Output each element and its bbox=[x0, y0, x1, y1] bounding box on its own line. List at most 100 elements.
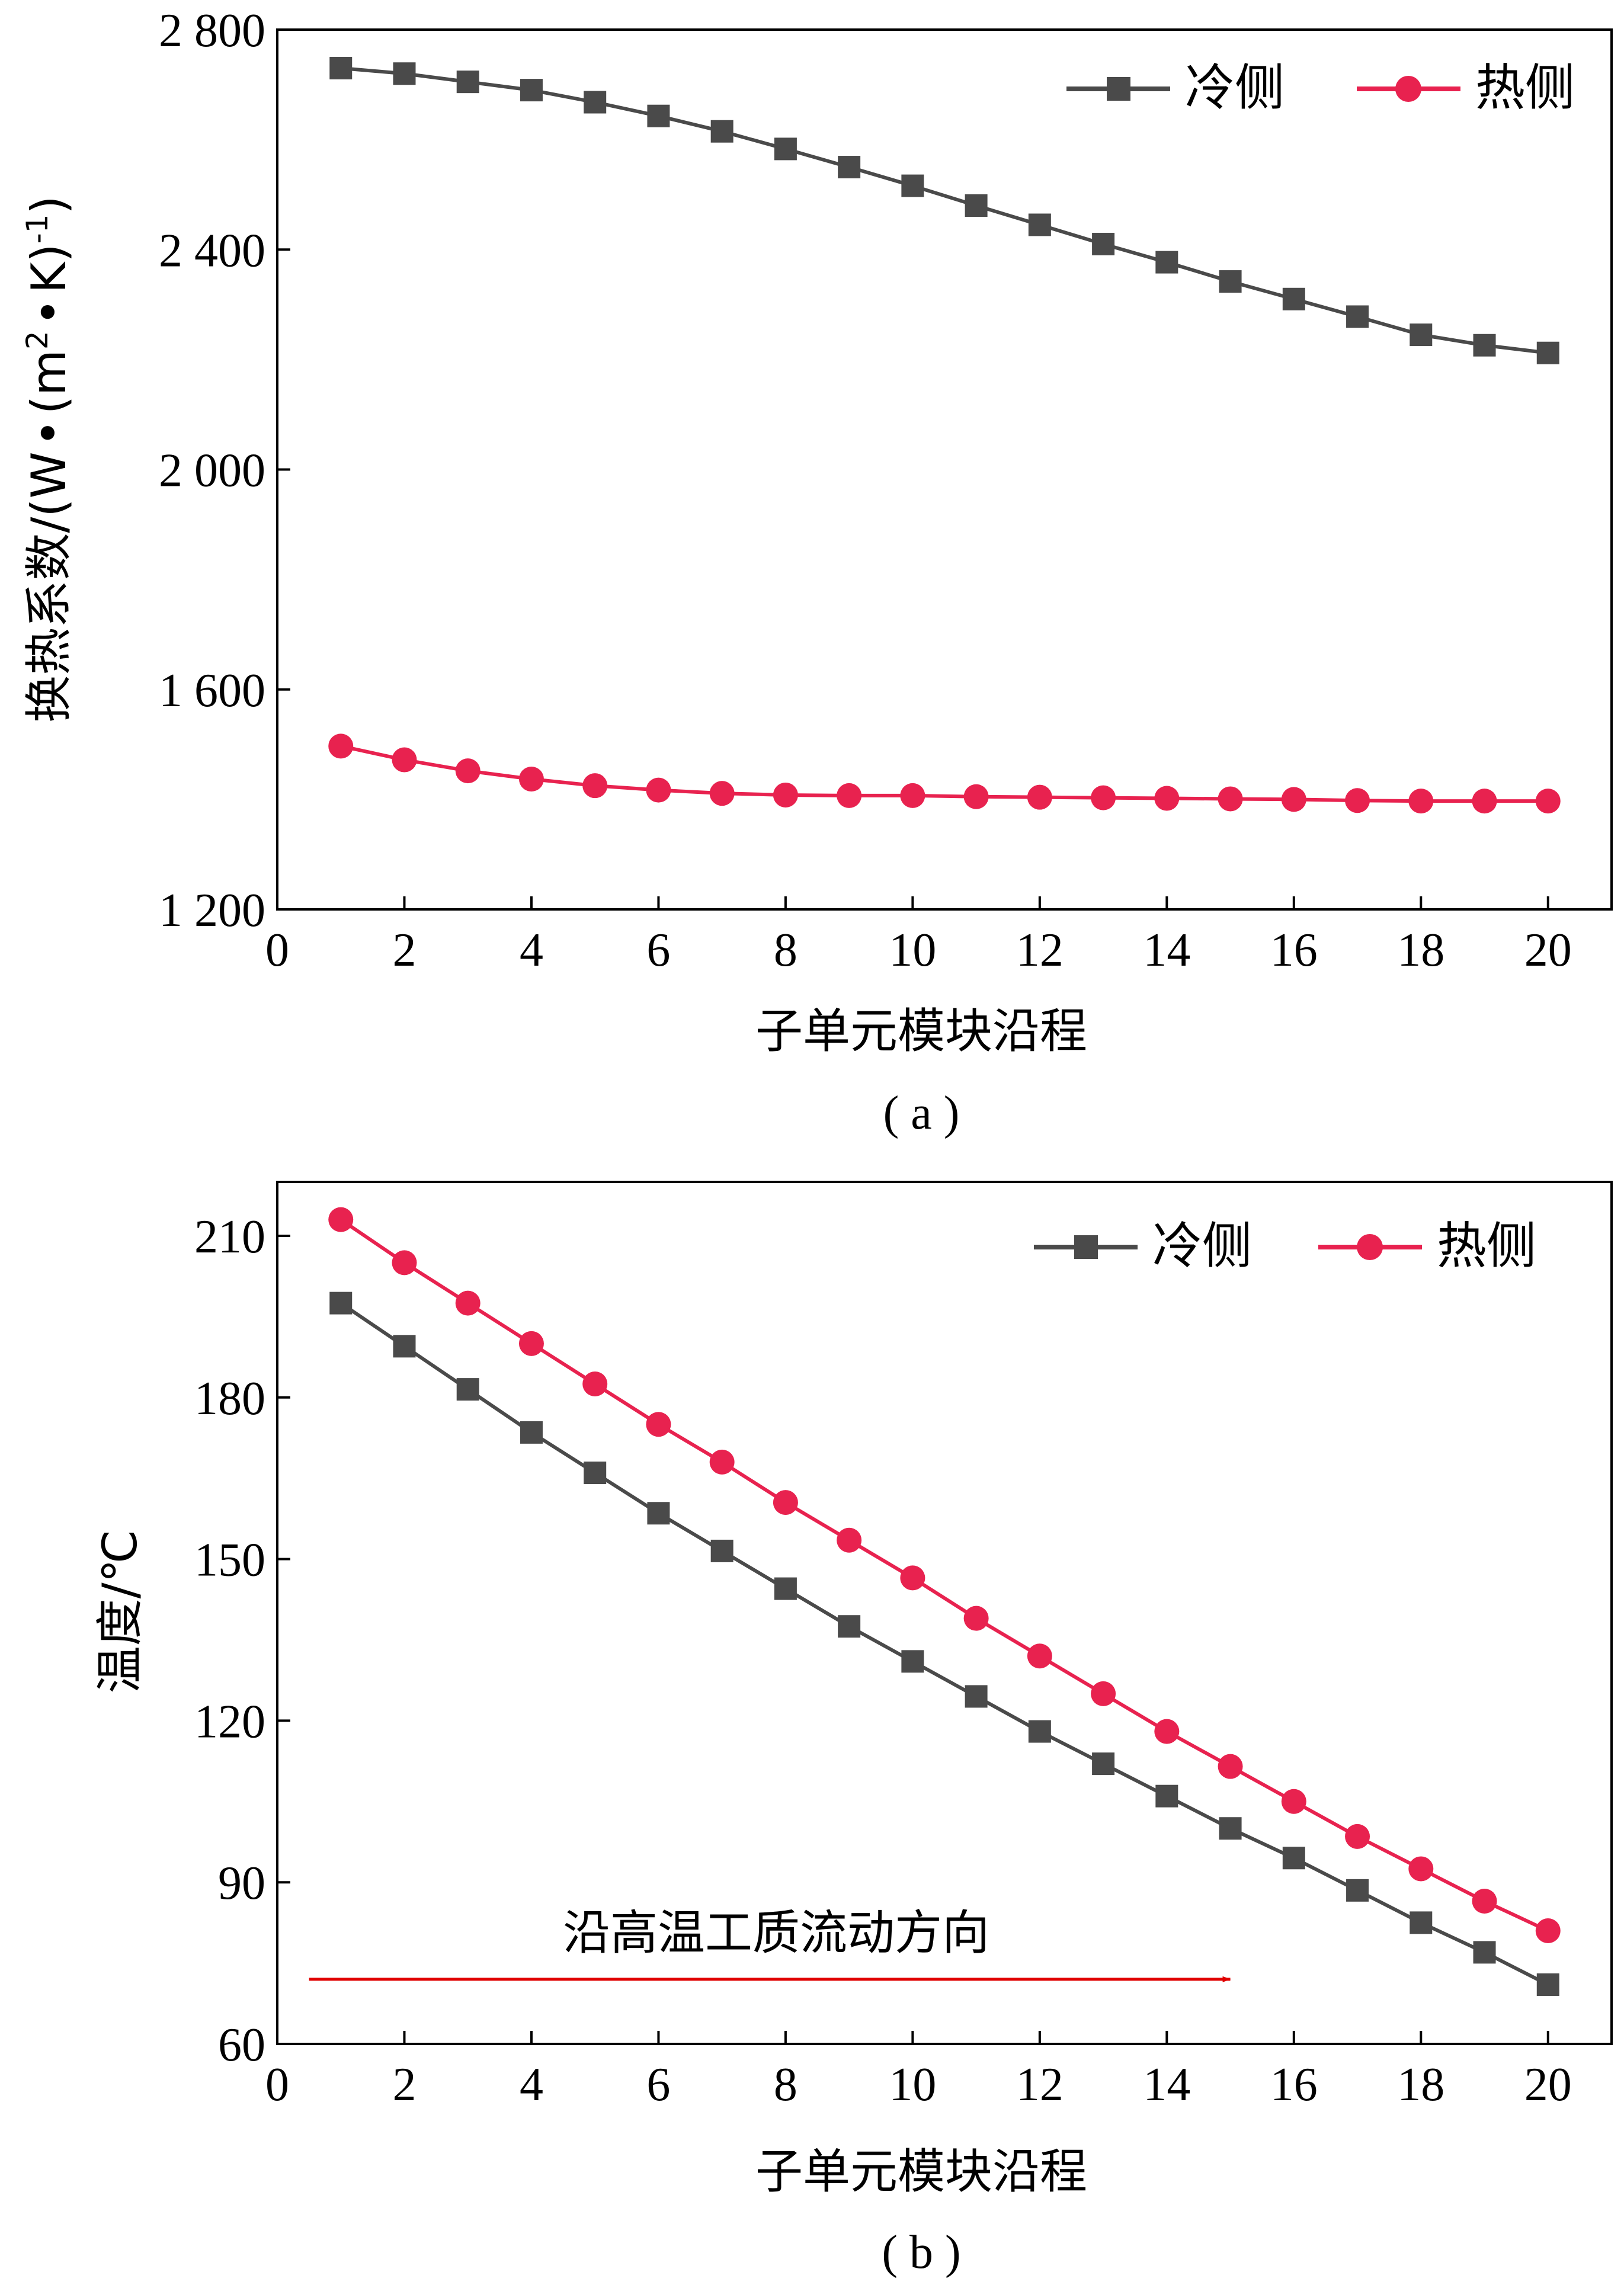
data-point-cold bbox=[710, 1539, 733, 1562]
data-point-cold bbox=[1028, 1720, 1051, 1743]
y-tick-label: 210 bbox=[194, 1211, 265, 1263]
data-point-hot bbox=[1472, 1889, 1497, 1914]
x-tick-label: 16 bbox=[1270, 2059, 1318, 2111]
data-point-cold bbox=[1346, 305, 1369, 328]
x-tick-label: 2 bbox=[392, 924, 416, 976]
data-point-hot bbox=[709, 1449, 735, 1475]
data-point-cold bbox=[838, 1615, 861, 1638]
panel-b-caption: ( b ) bbox=[882, 2226, 960, 2279]
panel-b-series bbox=[328, 1207, 1561, 1996]
data-point-hot bbox=[455, 1290, 481, 1316]
panel-a-y-axis-title: 换热系数/(W • (m2 • K)-1) bbox=[20, 196, 76, 722]
ylabel-supneg: -1 bbox=[20, 214, 55, 244]
data-point-cold bbox=[901, 174, 924, 197]
data-point-cold bbox=[1155, 251, 1178, 274]
data-point-hot bbox=[1408, 789, 1434, 814]
y-tick-label: 60 bbox=[218, 2019, 265, 2071]
data-point-cold bbox=[393, 62, 416, 85]
data-point-hot bbox=[1345, 1824, 1370, 1849]
data-point-hot bbox=[328, 733, 354, 759]
data-point-hot bbox=[1535, 789, 1561, 814]
data-point-cold bbox=[647, 1502, 670, 1525]
data-point-hot bbox=[328, 1207, 354, 1232]
data-point-cold bbox=[1410, 323, 1433, 347]
x-tick-label: 0 bbox=[265, 924, 289, 976]
data-point-cold bbox=[456, 1378, 479, 1401]
legend-marker-cold bbox=[1107, 77, 1130, 101]
panel-b-legend: 冷侧 热侧 bbox=[1034, 1217, 1536, 1275]
data-point-cold bbox=[965, 1685, 988, 1708]
ylabel-close: ) bbox=[21, 196, 76, 214]
legend-label-cold: 冷侧 bbox=[1185, 59, 1285, 117]
data-point-hot bbox=[1154, 1719, 1180, 1744]
y-tick-label: 150 bbox=[194, 1534, 265, 1587]
data-point-hot bbox=[1027, 1643, 1052, 1669]
data-point-hot bbox=[1091, 785, 1116, 810]
data-point-cold bbox=[1219, 1817, 1242, 1840]
data-point-cold bbox=[1536, 341, 1559, 364]
data-point-hot bbox=[1091, 1681, 1116, 1706]
chart-panel-a: 0 2 4 6 8 10 12 14 16 18 20 1 200 1 600 2 000 2 400 2 8… bbox=[20, 5, 1613, 1139]
y-tick-label: 180 bbox=[194, 1373, 265, 1425]
data-point-hot bbox=[1281, 1789, 1306, 1814]
panel-b-plot-frame bbox=[276, 1181, 1613, 2045]
data-point-cold bbox=[456, 71, 479, 94]
data-point-hot bbox=[963, 1606, 989, 1631]
x-tick-label: 4 bbox=[520, 924, 543, 976]
data-point-hot bbox=[709, 781, 735, 806]
data-point-hot bbox=[1535, 1918, 1561, 1944]
data-point-cold bbox=[584, 91, 607, 114]
data-point-hot bbox=[900, 783, 925, 808]
y-tick-label: 2 400 bbox=[159, 225, 265, 277]
data-point-hot bbox=[1408, 1856, 1434, 1882]
panel-a-caption: ( a ) bbox=[883, 1087, 960, 1139]
data-point-cold bbox=[710, 120, 733, 143]
data-point-hot bbox=[837, 1527, 862, 1553]
data-point-hot bbox=[1472, 789, 1497, 814]
data-point-hot bbox=[582, 1371, 608, 1397]
data-point-cold bbox=[774, 137, 797, 161]
panel-a-series bbox=[328, 56, 1561, 814]
data-point-hot bbox=[773, 782, 798, 807]
data-point-cold bbox=[584, 1462, 607, 1485]
data-point-cold bbox=[965, 194, 988, 217]
data-point-hot bbox=[1218, 786, 1243, 812]
data-point-cold bbox=[1536, 1973, 1559, 1996]
data-point-cold bbox=[1473, 1941, 1496, 1964]
y-tick-label: 2 800 bbox=[159, 5, 265, 57]
x-tick-label: 4 bbox=[520, 2059, 543, 2111]
x-tick-label: 8 bbox=[774, 924, 797, 976]
x-tick-label: 6 bbox=[646, 2059, 670, 2111]
data-point-cold bbox=[1346, 1879, 1369, 1902]
y-tick-label: 2 000 bbox=[159, 445, 265, 497]
data-point-cold bbox=[774, 1577, 797, 1600]
data-point-hot bbox=[1218, 1754, 1243, 1779]
data-point-hot bbox=[646, 1412, 671, 1437]
y-tick-label: 90 bbox=[218, 1857, 265, 1909]
data-point-hot bbox=[1345, 788, 1370, 813]
x-tick-label: 2 bbox=[392, 2059, 416, 2111]
data-point-cold bbox=[901, 1650, 924, 1673]
data-point-hot bbox=[900, 1565, 925, 1591]
data-point-cold bbox=[1092, 1752, 1115, 1776]
x-tick-label: 6 bbox=[646, 924, 670, 976]
data-point-hot bbox=[646, 777, 671, 803]
x-tick-label: 20 bbox=[1524, 924, 1572, 976]
data-point-hot bbox=[455, 758, 481, 784]
data-point-hot bbox=[1154, 786, 1180, 811]
legend-marker-hot-b bbox=[1357, 1234, 1383, 1260]
flow-direction-annotation: 沿高温工质流动方向 bbox=[563, 1905, 989, 1960]
data-point-cold bbox=[329, 1292, 353, 1315]
data-point-cold bbox=[1219, 270, 1242, 293]
ylabel-paren: (m bbox=[21, 350, 76, 414]
series-line-hot bbox=[339, 1218, 1549, 1933]
data-point-cold bbox=[520, 79, 543, 102]
ylabel-bullet2: • bbox=[21, 298, 76, 326]
data-point-hot bbox=[582, 773, 608, 799]
x-tick-label: 12 bbox=[1016, 924, 1064, 976]
data-point-cold bbox=[1028, 213, 1051, 236]
data-point-hot bbox=[518, 767, 544, 792]
data-point-cold bbox=[520, 1421, 543, 1444]
data-point-cold bbox=[393, 1335, 416, 1358]
